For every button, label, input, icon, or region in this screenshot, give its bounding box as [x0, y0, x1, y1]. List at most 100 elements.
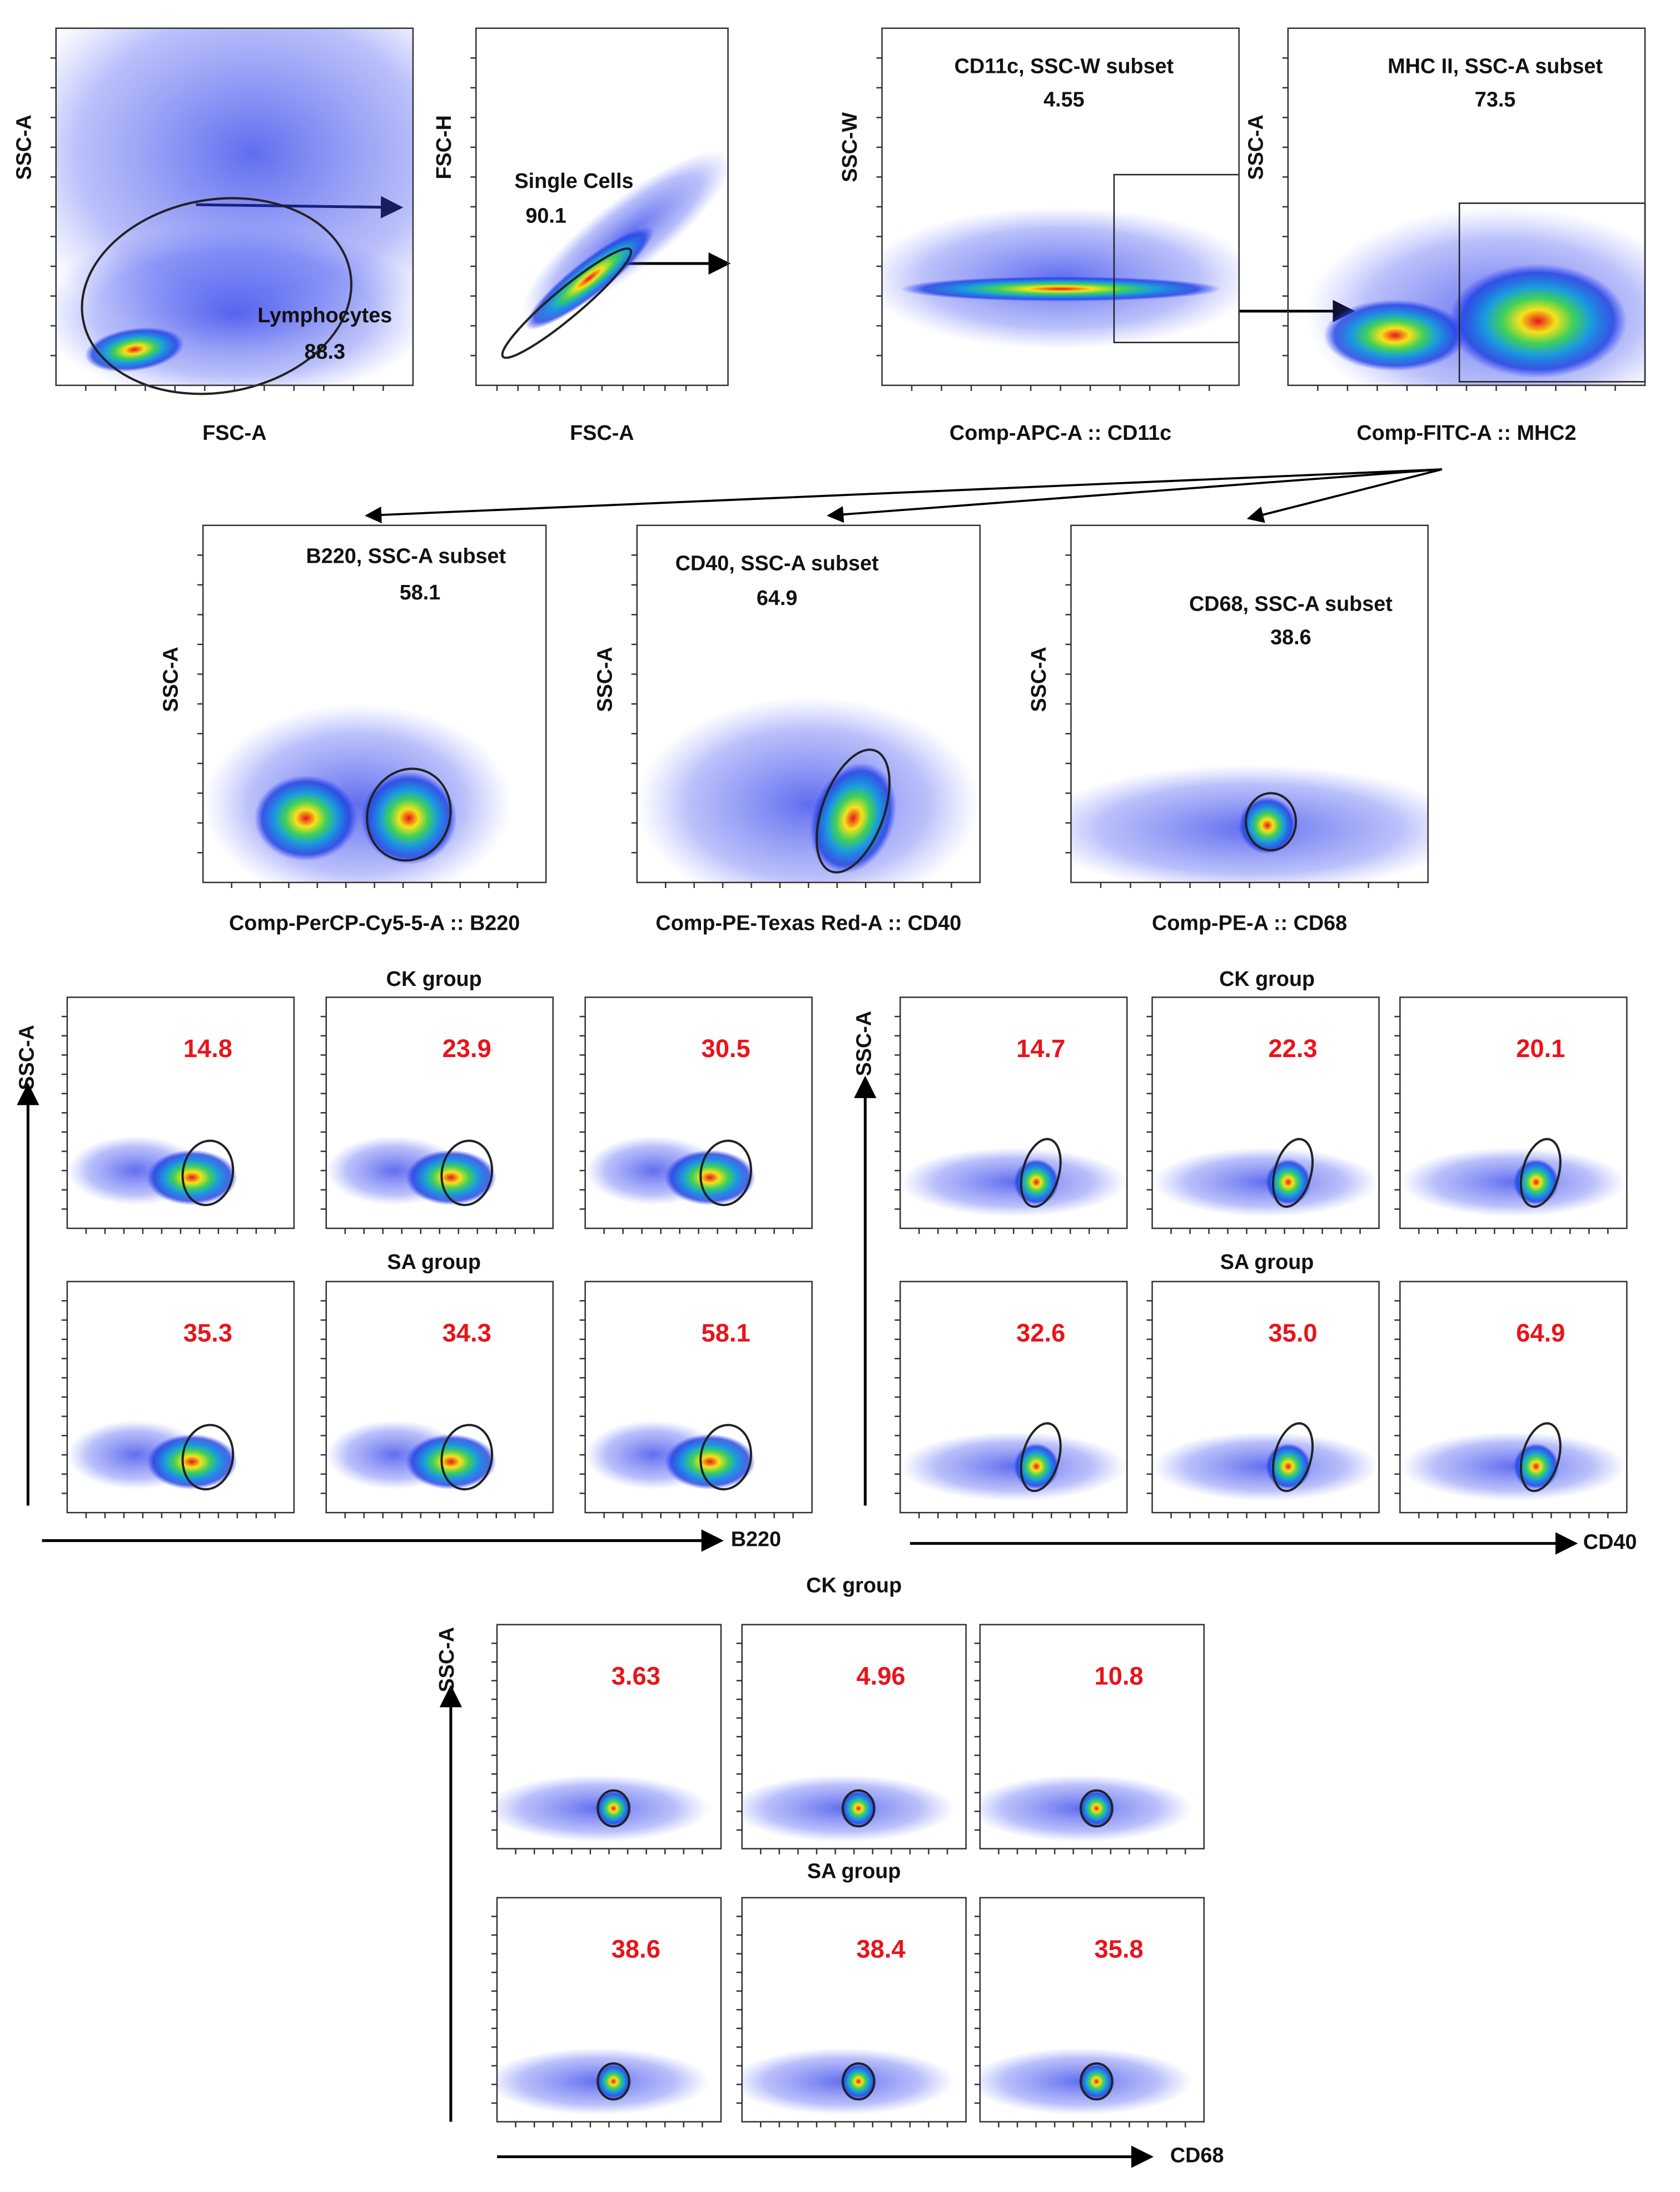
axis-marker-label: CD68 — [1170, 2144, 1224, 2168]
gate — [842, 1789, 876, 1828]
gate-value: 10.8 — [1095, 1662, 1144, 1690]
gate-value: 38.6 — [1270, 626, 1311, 649]
gate-value: 14.8 — [183, 1034, 232, 1063]
gate-value: 20.1 — [1516, 1034, 1565, 1063]
density-core — [841, 1790, 877, 1827]
plot — [1065, 524, 1429, 889]
density-core — [146, 1434, 237, 1490]
density — [56, 28, 413, 385]
x-axis-label: Comp-PE-A :: CD68 — [1152, 911, 1347, 935]
plot — [50, 27, 414, 395]
density-core — [1513, 1159, 1559, 1206]
density-core — [841, 2063, 877, 2100]
gate-label: MHC II, SSC-A subset — [1388, 54, 1603, 78]
group-label: SA group — [1220, 1251, 1314, 1274]
x-axis-label: Comp-PE-Texas Red-A :: CD40 — [655, 911, 961, 935]
density — [900, 1431, 1127, 1501]
density-core — [525, 226, 654, 330]
density — [326, 1420, 496, 1490]
density-core — [1448, 264, 1627, 379]
x-axis-label: Comp-APC-A :: CD11c — [950, 421, 1171, 445]
gate — [816, 748, 891, 874]
gate-value: 64.9 — [757, 587, 798, 610]
gate-value: 4.96 — [856, 1662, 905, 1690]
plot — [491, 1624, 722, 1854]
gate-label: CD40, SSC-A subset — [675, 552, 879, 575]
gate-value: 90.1 — [525, 205, 566, 228]
y-axis-label: SSC-A — [1244, 115, 1268, 180]
gate-value: 34.3 — [443, 1318, 491, 1347]
group-label: CK group — [386, 968, 482, 991]
gate-value: 35.8 — [1095, 1935, 1144, 1963]
gate-value: 58.1 — [701, 1318, 750, 1347]
axis-marker-label: CD40 — [1583, 1531, 1637, 1554]
density — [1306, 206, 1646, 385]
gate — [1272, 1422, 1314, 1492]
y-axis-label: SSC-A — [1027, 647, 1051, 712]
gate-value: 88.3 — [304, 340, 345, 364]
gate — [1272, 1138, 1314, 1208]
density-core — [664, 1149, 755, 1206]
density-core — [1239, 796, 1296, 854]
density-haze — [900, 1431, 1127, 1501]
density — [585, 1135, 755, 1206]
gate — [1519, 1422, 1562, 1492]
density-core — [405, 1149, 496, 1206]
plot — [1394, 1281, 1628, 1519]
density — [1152, 1147, 1379, 1217]
density-core — [1013, 1443, 1059, 1490]
density — [1152, 1431, 1379, 1501]
gate — [1245, 792, 1298, 852]
gate — [699, 1424, 752, 1491]
density-haze — [637, 697, 980, 882]
density-core — [595, 2063, 632, 2100]
plot — [1282, 27, 1646, 391]
gate — [699, 1139, 752, 1207]
x-axis-label: Comp-FITC-A :: MHC2 — [1356, 421, 1576, 445]
gate-value: 32.6 — [1016, 1318, 1065, 1347]
density-core — [1265, 1159, 1311, 1206]
density-core — [664, 1434, 755, 1490]
gate-label: Single Cells — [514, 170, 633, 193]
gate — [842, 2062, 876, 2101]
density-haze — [1152, 1147, 1379, 1217]
x-axis-label: Comp-PerCP-Cy5-5-A :: B220 — [229, 911, 520, 935]
density-core — [254, 775, 357, 861]
y-axis-label: SSC-A — [160, 647, 183, 712]
density-core — [85, 327, 185, 372]
plot — [491, 1897, 722, 2127]
gate — [181, 1139, 235, 1207]
density-core — [899, 276, 1221, 302]
density-core — [405, 1434, 496, 1490]
gate-value: 30.5 — [701, 1034, 750, 1063]
density-core — [1013, 1159, 1059, 1206]
gate — [501, 247, 633, 359]
density-core — [1265, 1443, 1311, 1490]
gate-label: B220, SSC-A subset — [306, 545, 506, 568]
gate-value: 3.63 — [612, 1662, 660, 1690]
x-axis-label: FSC-A — [202, 421, 266, 445]
density — [900, 1147, 1127, 1217]
plot — [320, 996, 554, 1234]
density-haze — [203, 703, 512, 882]
gate — [597, 1789, 630, 1828]
plot — [1146, 1281, 1380, 1519]
arrows — [17, 196, 1578, 2168]
y-axis-label: SSC-W — [838, 112, 862, 182]
density — [1071, 765, 1428, 882]
gate-label: CD68, SSC-A subset — [1189, 592, 1393, 616]
density — [742, 2047, 955, 2115]
plot — [894, 996, 1128, 1234]
gate-value: 4.55 — [1043, 88, 1085, 112]
gate — [181, 1424, 235, 1491]
plot — [736, 1624, 967, 1854]
x-axis-label: FSC-A — [570, 421, 634, 445]
gate — [81, 197, 352, 395]
density — [67, 1135, 237, 1206]
gate — [1519, 1138, 1562, 1208]
plot — [631, 524, 981, 889]
gate-value: 22.3 — [1268, 1034, 1317, 1063]
gate-value: 38.4 — [856, 1935, 905, 1963]
density-core — [1078, 1790, 1115, 1827]
plot — [579, 996, 813, 1234]
